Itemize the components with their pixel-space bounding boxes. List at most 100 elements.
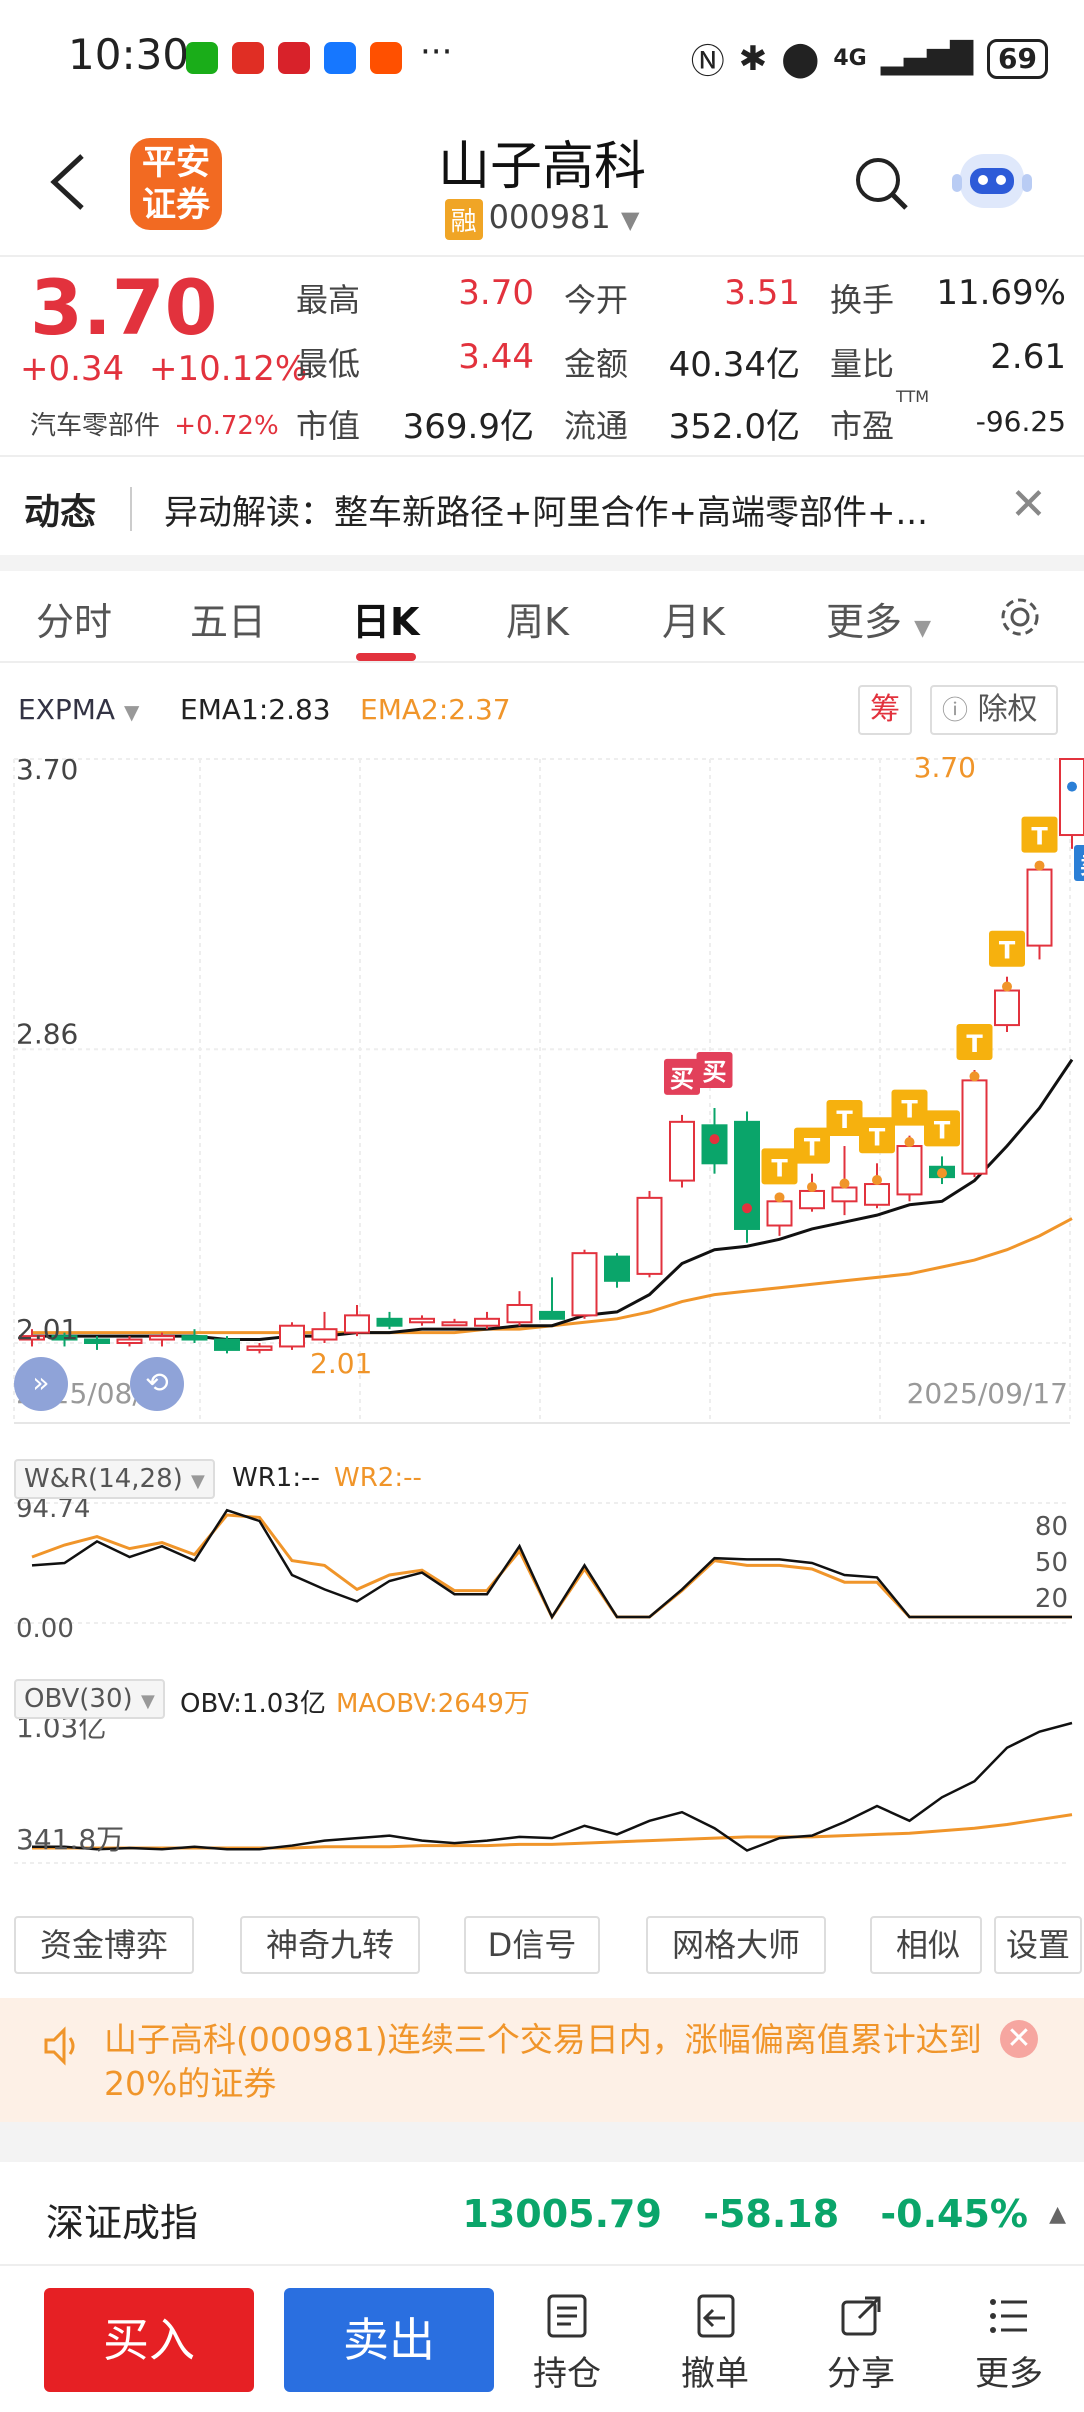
stock-code: 000981 <box>488 198 611 236</box>
y-axis-label: 2.01 <box>16 1313 78 1346</box>
tool-settings[interactable]: 设置 <box>994 1916 1082 1974</box>
location-icon: ⬤ <box>781 38 820 79</box>
candle-body <box>116 1338 143 1344</box>
wr2-line <box>31 1513 1072 1620</box>
close-icon[interactable]: ✕ <box>1010 479 1047 530</box>
tab-five-day[interactable]: 五日 <box>190 600 267 644</box>
more-label: 更多 <box>975 2354 1043 2394</box>
info-icon: ⓘ <box>942 696 969 726</box>
tab-weekly-k[interactable]: 周K <box>506 600 569 644</box>
tab-intraday[interactable]: 分时 <box>36 600 113 644</box>
chevron-down-icon: ▼ <box>123 700 140 724</box>
trade-marker <box>989 930 1025 967</box>
candle-body <box>994 989 1020 1027</box>
indicator-selector[interactable]: EXPMA ▼ <box>18 693 139 726</box>
bluetooth-icon: ✱ <box>738 38 768 79</box>
trade-marker-label: T <box>804 1134 821 1162</box>
indicator-name: EXPMA <box>18 693 116 726</box>
news-bar[interactable]: 动态 异动解读：整车新路径+阿里合作+高端零部件+... ✕ <box>0 455 1084 555</box>
tab-daily-k[interactable]: 日K <box>352 600 420 644</box>
candle-body <box>246 1345 273 1351</box>
margin-badge: 融 <box>444 198 483 240</box>
candles <box>19 758 1084 1354</box>
stock-name: 山子高科 <box>437 137 646 197</box>
more-button[interactable]: 更多 <box>954 2292 1064 2395</box>
alipay-icon <box>324 42 356 74</box>
trade-marker-dot <box>1067 781 1077 792</box>
gear-icon[interactable] <box>996 593 1044 641</box>
trade-marker-dot <box>807 1181 817 1192</box>
chip-distribution-button[interactable]: 筹 <box>858 685 912 735</box>
sell-button[interactable]: 卖出 <box>284 2288 494 2392</box>
robot-assistant-icon[interactable] <box>950 146 1034 216</box>
chevron-down-icon: ▼ <box>620 206 640 234</box>
high-price-label: 3.70 <box>914 751 976 784</box>
candle-body <box>701 1124 728 1165</box>
expand-icon[interactable]: » <box>14 1357 68 1411</box>
ema2-label: EMA2:2.37 <box>360 693 511 726</box>
close-icon[interactable]: ✕ <box>1000 2020 1038 2058</box>
candle-body <box>864 1183 890 1206</box>
sector-row[interactable]: 汽车零部件 +0.72% <box>30 405 279 442</box>
candle-body <box>604 1255 630 1282</box>
candle-body <box>279 1324 305 1348</box>
index-ticker[interactable]: 深证成指 13005.79 -58.18 -0.45% ▲ <box>0 2162 1084 2266</box>
trade-marker-label: T <box>836 1106 853 1134</box>
change-amount: +0.34 <box>20 349 125 389</box>
end-date-label: 2025/09/17 <box>907 1377 1068 1410</box>
quote-panel: 3.70 +0.34 +10.12% 汽车零部件 +0.72% 最高 3.70 今开… <box>0 255 1084 455</box>
back-icon[interactable] <box>44 150 94 214</box>
exright-button[interactable]: ⓘ 除权 <box>930 685 1058 735</box>
tool-similar-k[interactable]: 相似K <box>870 1916 982 1974</box>
candle-body <box>51 1335 78 1341</box>
kline-chart[interactable]: 买买TTTTTTTTT卖 3.702.862.013.702.012025/08… <box>0 743 1084 1893</box>
candle-body <box>799 1189 825 1210</box>
quote-value: 3.70 <box>458 273 534 313</box>
red-app-icon <box>232 42 264 74</box>
trade-marker-label: T <box>999 937 1016 965</box>
tool-grid-master[interactable]: 网格大师 <box>646 1916 826 1974</box>
obv-name: OBV(30) <box>24 1684 133 1714</box>
tool-magic-nine[interactable]: 神奇九转 <box>240 1916 420 1974</box>
trade-marker <box>956 1024 993 1061</box>
chevron-down-icon: ▼ <box>914 616 932 641</box>
tool-fund-game[interactable]: 资金博弈 <box>14 1916 194 1974</box>
price-change: +0.34 +10.12% <box>20 349 307 389</box>
search-icon[interactable] <box>852 154 912 214</box>
news-text[interactable]: 异动解读：整车新路径+阿里合作+高端零部件+... <box>164 493 928 533</box>
wr-level-label: 80 <box>1035 1512 1068 1542</box>
quote-label: 换手 <box>830 281 895 319</box>
candle-body <box>669 1120 695 1182</box>
trade-marker-label: 买 <box>703 1058 727 1086</box>
alert-banner[interactable]: 山子高科(000981)连续三个交易日内，涨幅偏离值累计达到20%的证券 ✕ <box>0 1998 1084 2122</box>
divider <box>0 555 1084 571</box>
trade-marker-dot <box>839 1178 850 1189</box>
share-button[interactable]: 分享 <box>806 2292 916 2395</box>
news-divider <box>130 487 132 531</box>
tool-d-signal[interactable]: D信号 <box>464 1916 600 1974</box>
ttm-superscript: TTM <box>896 387 930 406</box>
signal-icon: ▂▄▆█ <box>880 41 974 76</box>
quote-value: 3.51 <box>724 273 800 313</box>
status-more: ··· <box>420 32 453 72</box>
trade-marker <box>1074 845 1084 882</box>
positions-button[interactable]: 持仓 <box>512 2292 622 2395</box>
wr-level-label: 20 <box>1035 1584 1068 1614</box>
quote-value: -96.25 <box>975 405 1066 438</box>
ema1-label: EMA1:2.83 <box>180 693 331 726</box>
bottom-bar: 买入 卖出 持仓 撤单 分享 更多 <box>0 2268 1084 2412</box>
candle-body <box>766 1200 793 1227</box>
quote-label: 市值 <box>296 407 361 445</box>
wr-bottom-label: 0.00 <box>16 1614 74 1644</box>
buy-button[interactable]: 买入 <box>44 2288 254 2392</box>
quote-value: 3.44 <box>458 337 534 377</box>
stock-code-row[interactable]: 融 000981 ▼ <box>0 198 1084 240</box>
cancel-order-button[interactable]: 撤单 <box>660 2292 770 2395</box>
tab-more[interactable]: 更多 ▼ <box>826 591 931 646</box>
wr-indicator-selector[interactable]: W&R(14,28) ▼ <box>14 1459 215 1499</box>
tab-monthly-k[interactable]: 月K <box>662 600 725 644</box>
chevron-down-icon: ▼ <box>140 1691 155 1712</box>
reset-zoom-icon[interactable]: ⟲ <box>130 1357 184 1411</box>
obv-indicator-selector[interactable]: OBV(30) ▼ <box>14 1679 165 1719</box>
